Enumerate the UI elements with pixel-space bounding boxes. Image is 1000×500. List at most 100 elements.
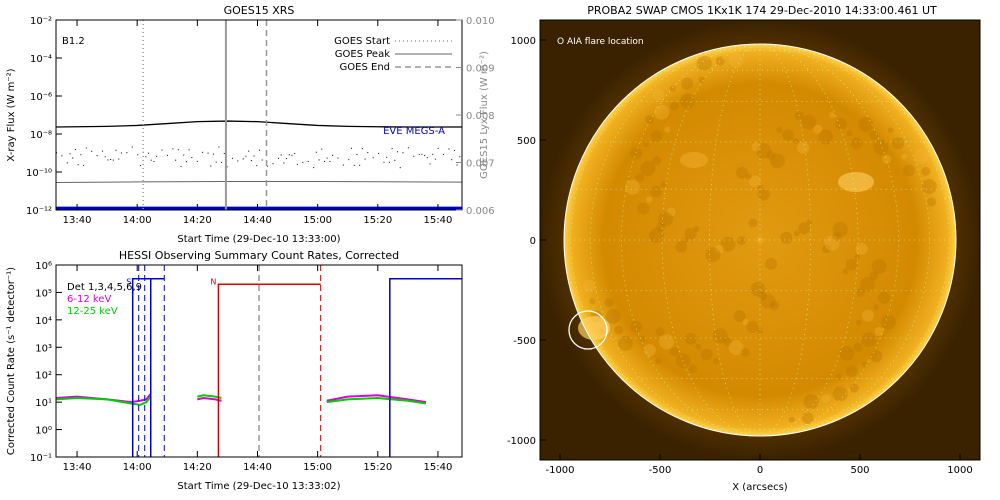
- disk-feature: [656, 222, 666, 232]
- disk-feature: [635, 172, 645, 182]
- goes-short-noise-point: [326, 157, 328, 159]
- hessi-frame: [55, 264, 463, 458]
- disk-feature: [583, 279, 596, 292]
- goes-short-noise-point: [283, 162, 285, 164]
- goes-short-noise-point: [342, 164, 344, 166]
- disk-feature: [714, 244, 724, 254]
- legend-goes-peak: GOES Peak: [335, 49, 390, 60]
- goes-short-noise-point: [315, 151, 317, 153]
- disk-feature: [652, 156, 662, 166]
- goes-short-noise-point: [413, 155, 415, 157]
- goes-short-noise-point: [253, 155, 255, 157]
- goes-short-noise-point: [226, 166, 228, 168]
- disk-feature: [655, 358, 662, 365]
- disk-feature: [684, 227, 697, 240]
- goes-short-noise-point: [172, 148, 174, 150]
- goes-short-noise-point: [407, 147, 409, 149]
- disk-feature: [798, 222, 811, 235]
- goes-short-noise-point: [437, 147, 439, 149]
- hessi-x-tick-label: 15:20: [363, 462, 392, 473]
- disk-feature: [870, 350, 883, 363]
- hessi-y-label: Corrected Count Rate (s⁻¹ detector⁻¹): [6, 267, 17, 455]
- goes-short-noise-point: [210, 165, 212, 167]
- disk-feature: [650, 130, 663, 143]
- disk-feature: [903, 164, 916, 177]
- disk-feature: [776, 126, 783, 133]
- goes-y-axis: 10⁻¹² 10⁻¹⁰ 10⁻⁸ 10⁻⁶ 10⁻⁴ 10⁻²: [26, 16, 62, 217]
- goes-x-tick-label: 13:40: [63, 215, 92, 226]
- goes-short-noise-point: [126, 152, 128, 154]
- goes-short-noise-point: [294, 153, 296, 155]
- goes-short-noise-point: [175, 159, 177, 161]
- disk-feature: [646, 196, 653, 203]
- goes-short-noise-point: [383, 161, 385, 163]
- disk-feature: [605, 308, 621, 324]
- goes-legend: GOES Start GOES Peak GOES End: [334, 36, 452, 73]
- disk-feature: [757, 291, 767, 301]
- goes-short-noise-point: [80, 154, 82, 156]
- disk-feature: [715, 56, 725, 66]
- goes-short-noise-point: [183, 154, 185, 156]
- disk-feature: [832, 386, 848, 402]
- grid-longitude-line: [708, 43, 761, 437]
- goes-short-noise-point: [459, 156, 461, 158]
- goes-y2-tick-label: 0.007: [466, 159, 495, 170]
- hessi-y-tick-label: 10¹: [35, 398, 52, 409]
- disk-feature: [821, 394, 831, 404]
- goes-short-noise-point: [329, 160, 331, 162]
- goes-y2-tick-label: 0.008: [466, 111, 495, 122]
- goes-short-noise-point: [399, 167, 401, 169]
- goes-short-noise-point: [69, 153, 71, 155]
- goes-short-noise-point: [397, 151, 399, 153]
- swap-x-tick-label: -500: [649, 465, 672, 476]
- disk-feature: [728, 52, 744, 68]
- swap-image: [540, 20, 980, 460]
- disk-feature: [803, 394, 819, 410]
- goes-short-noise-point: [332, 154, 334, 156]
- disk-feature: [614, 325, 624, 335]
- goes-short-noise-point: [432, 153, 434, 155]
- disk-feature: [793, 138, 800, 145]
- swap-x-label: X (arcsecs): [732, 482, 788, 493]
- hessi-night-trace: [217, 283, 321, 457]
- hessi-y-axis: 10⁻¹ 10⁰ 10¹ 10² 10³ 10⁴ 10⁵ 10⁶: [30, 261, 62, 464]
- disk-feature: [770, 153, 786, 169]
- goes-short-noise-point: [248, 150, 250, 152]
- disk-feature: [842, 268, 849, 275]
- goes-x-axis: 13:40 14:00 14:20 14:40 15:00 15:20 15:40: [63, 20, 452, 226]
- disk-feature: [882, 154, 892, 164]
- goes-short-noise-point: [237, 160, 239, 162]
- goes-short-noise-point: [180, 165, 182, 167]
- goes-short-noise-point: [453, 150, 455, 152]
- goes-short-noise-point: [161, 149, 163, 151]
- disk-feature: [757, 328, 763, 335]
- goes-x-tick-label: 15:00: [303, 215, 332, 226]
- goes-y-label: X-ray Flux (W m⁻²): [6, 68, 17, 161]
- goes-x-tick-label: 15:20: [363, 215, 392, 226]
- goes-short-noise-point: [367, 152, 369, 154]
- swap-y-tick-label: -1000: [507, 436, 536, 447]
- active-region-southeast: [578, 316, 610, 340]
- goes-short-noise-point: [137, 154, 139, 156]
- disk-feature: [695, 343, 702, 350]
- goes-short-noise-point: [212, 153, 214, 155]
- swap-y-tick-label: 500: [517, 136, 536, 147]
- goes-short-noise-point: [177, 149, 179, 151]
- swap-y-tick-label: 1000: [511, 36, 536, 47]
- swap-title: PROBA2 SWAP CMOS 1Kx1K 174 29-Dec-2010 1…: [587, 4, 937, 17]
- goes-y2-label: GOES15 Lyx Flux (W m⁻²): [479, 51, 490, 179]
- disk-feature: [874, 326, 884, 336]
- goes-short-noise-point: [83, 164, 85, 166]
- goes-short-noise-point: [356, 153, 358, 155]
- disk-feature: [742, 319, 749, 326]
- disk-feature: [720, 236, 736, 252]
- hessi-x-tick-label: 13:40: [63, 462, 92, 473]
- disk-feature: [845, 258, 858, 271]
- disk-feature: [793, 230, 800, 237]
- disk-feature: [645, 115, 655, 125]
- disk-feature: [765, 257, 778, 270]
- disk-feature: [637, 202, 650, 215]
- hessi-x-tick-label: 15:00: [303, 462, 332, 473]
- goes-short-noise-point: [202, 151, 204, 153]
- goes-x-label: Start Time (29-Dec-10 13:33:00): [177, 234, 340, 245]
